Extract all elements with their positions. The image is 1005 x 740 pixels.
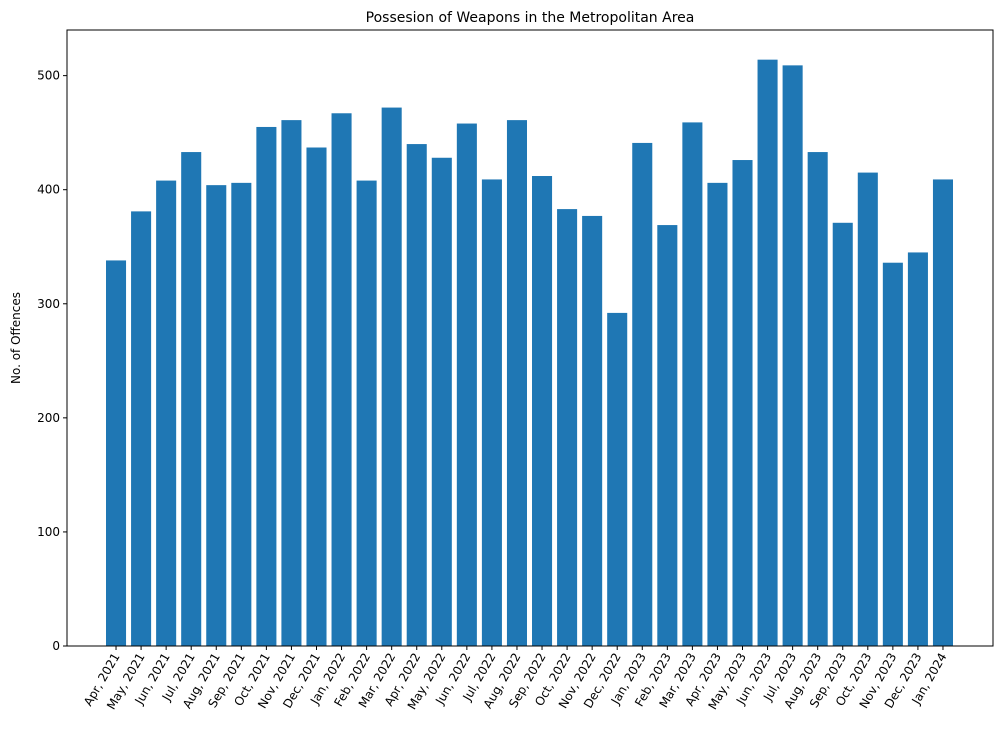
bar [557,209,578,646]
bar [632,142,653,646]
bar [857,172,878,646]
bar [306,147,327,646]
bar [406,144,427,646]
bar [356,180,377,646]
bar [181,152,202,646]
bar [682,122,703,646]
y-tick-label: 100 [37,525,60,539]
bar [481,179,502,646]
bar [832,222,853,647]
bar [156,180,177,646]
bar [256,126,277,646]
bar [807,152,828,646]
bar [907,252,928,646]
bar [707,182,728,647]
bar [231,182,252,647]
bar [657,225,678,646]
bar [431,157,452,646]
bar [456,123,477,647]
bar [532,176,553,646]
bar [607,312,628,646]
bar [782,65,803,647]
bar [281,120,302,647]
bar [732,160,753,647]
y-tick-label: 300 [37,297,60,311]
bar [757,59,778,647]
bar [206,185,227,646]
bar [932,179,953,646]
y-axis-label: No. of Offences [9,292,23,384]
bar [882,262,903,646]
bar [131,211,152,646]
axes-frame [66,29,994,647]
bar [506,120,527,647]
bar [582,215,603,646]
bar [381,107,402,646]
chart-title: Possesion of Weapons in the Metropolitan… [366,10,695,26]
y-tick-label: 500 [37,69,60,83]
y-tick-label: 0 [52,639,60,653]
y-tick-label: 200 [37,411,60,425]
bar [331,113,352,646]
y-tick-label: 400 [37,183,60,197]
bar [106,260,127,646]
